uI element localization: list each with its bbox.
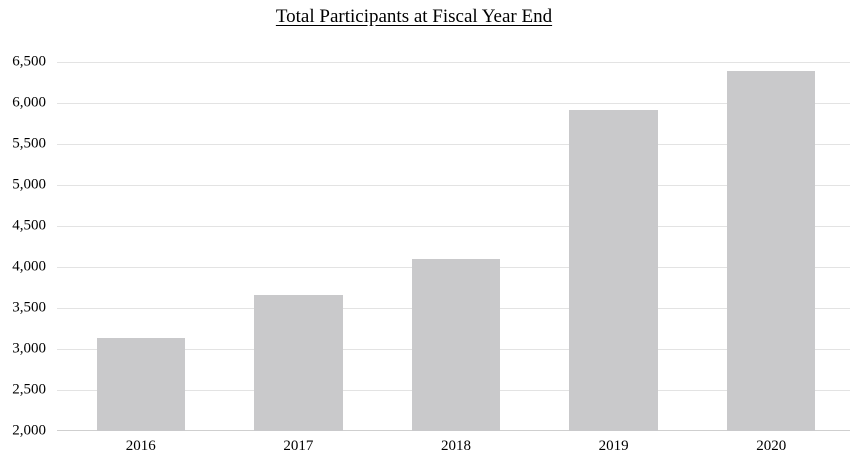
- x-tick-label-2020: 2020: [756, 438, 787, 454]
- y-tick-label: 2,000: [12, 422, 46, 439]
- bar-2018: [411, 258, 501, 431]
- y-tick-label: 4,000: [12, 258, 46, 275]
- y-tick-label: 5,000: [12, 176, 46, 193]
- plot-area: [57, 62, 850, 431]
- gridline-5000: [57, 185, 850, 186]
- y-tick-label: 6,000: [12, 94, 46, 111]
- bar-2016: [96, 337, 185, 431]
- gridline-6000: [57, 103, 850, 104]
- gridline-4500: [57, 226, 850, 227]
- x-tick-label-2017: 2017: [283, 438, 314, 454]
- y-tick-label: 4,500: [12, 217, 46, 234]
- y-tick-label: 6,500: [12, 53, 46, 70]
- bar-2020: [727, 71, 816, 431]
- bar-2019: [569, 109, 658, 431]
- x-tick-label-2019: 2019: [598, 438, 629, 454]
- chart-title: Total Participants at Fiscal Year End: [275, 6, 553, 27]
- y-axis-labels: 2,000 2,500 3,000 3,500 4,000 4,500 5,000 5,500…: [0, 54, 46, 438]
- gridline-5500: [57, 144, 850, 145]
- x-tick-label-2016: 2016: [125, 438, 156, 454]
- gridline-6500: [57, 62, 850, 63]
- x-axis-labels: 2016 2017 2018 2019 2020: [62, 438, 850, 458]
- y-tick-label: 5,500: [12, 135, 46, 152]
- x-tick-label-2018: 2018: [441, 438, 471, 454]
- bar-2017: [254, 294, 343, 431]
- y-tick-label: 3,500: [12, 299, 46, 316]
- y-tick-label: 2,500: [12, 381, 46, 398]
- y-tick-label: 3,000: [12, 340, 46, 357]
